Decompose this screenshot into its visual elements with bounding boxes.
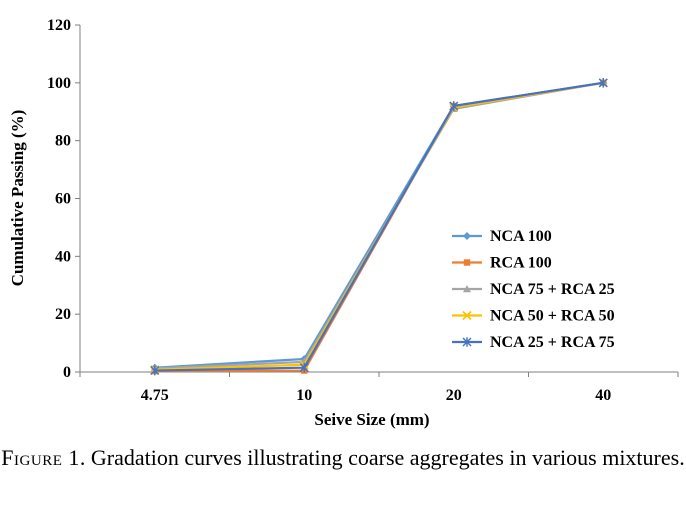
data-point-marker	[299, 362, 309, 373]
series-nca-25-rca-75	[150, 78, 608, 376]
series-nca-75-rca-25	[150, 78, 608, 372]
gradation-chart: 0 20 40 60 80 100 120 4.75 10 20 40 Seive Size (m…	[8, 17, 679, 429]
series-line	[154, 81, 604, 372]
series-nca-50-rca-50	[150, 78, 608, 375]
legend-item: NCA 50 + RCA 50	[452, 308, 615, 325]
legend-item: NCA 75 + RCA 25	[452, 281, 615, 298]
y-tick-label: 0	[63, 364, 71, 381]
data-point-marker	[462, 337, 472, 347]
data-point-marker	[598, 78, 608, 88]
series-rca-100	[151, 79, 607, 375]
series-line	[154, 81, 604, 373]
y-tick-label: 40	[55, 248, 71, 265]
data-point-marker	[463, 285, 471, 293]
figure-label: Figure 1	[1, 445, 80, 470]
legend-label: NCA 25 + RCA 75	[490, 334, 615, 351]
legend-item: RCA 100	[452, 255, 552, 272]
y-tick-label: 120	[47, 17, 71, 34]
legend-label: NCA 75 + RCA 25	[490, 281, 615, 298]
y-axis-ticks: 0 20 40 60 80 100 120	[47, 17, 80, 381]
data-point-marker	[449, 101, 459, 111]
y-tick-label: 100	[47, 75, 71, 92]
legend: NCA 100 RCA 100 NCA 75 + RCA 25 NCA 50 + RC…	[452, 228, 615, 351]
x-tick-label: 20	[446, 387, 462, 404]
series-layer	[150, 78, 608, 376]
series-line	[154, 81, 604, 369]
x-axis-ticks: 4.75 10 20 40	[79, 372, 679, 404]
series-nca-100	[150, 78, 608, 372]
y-tick-label: 20	[55, 306, 71, 323]
data-point-marker	[462, 310, 472, 321]
x-tick-label: 10	[296, 387, 312, 404]
data-point-marker	[463, 232, 471, 240]
x-tick-label: 4.75	[141, 387, 169, 404]
figure-caption: Figure 1. Gradation curves illustrating …	[0, 443, 686, 473]
x-tick-label: 40	[595, 387, 611, 404]
legend-label: NCA 100	[490, 228, 552, 245]
data-point-marker	[463, 259, 471, 266]
data-point-marker	[150, 365, 160, 376]
legend-label: RCA 100	[490, 255, 552, 272]
figure-caption-text: . Gradation curves illustrating coarse a…	[79, 445, 685, 470]
legend-item: NCA 25 + RCA 75	[452, 334, 615, 351]
y-axis-title: Cumulative Passing (%)	[8, 110, 27, 287]
legend-label: NCA 50 + RCA 50	[490, 308, 615, 325]
series-line	[154, 81, 604, 371]
legend-item: NCA 100	[452, 228, 552, 245]
x-axis-title: Seive Size (mm)	[314, 410, 429, 429]
y-tick-label: 60	[55, 191, 71, 208]
y-tick-label: 80	[55, 133, 71, 150]
series-line	[154, 81, 604, 370]
